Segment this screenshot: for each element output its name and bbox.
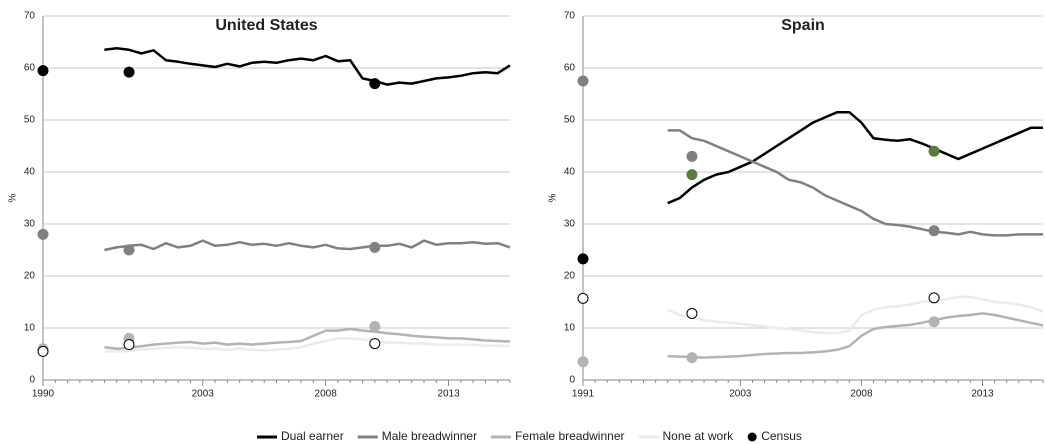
census-point	[928, 316, 940, 328]
series-line	[667, 110, 1043, 205]
census-point	[928, 145, 940, 157]
census-point	[577, 356, 589, 368]
y-tick-label: 60	[24, 63, 36, 74]
legend-label: None at work	[662, 429, 734, 443]
y-tick-label: 40	[24, 167, 36, 178]
y-tick-label: 70	[24, 11, 36, 22]
census-point	[37, 345, 49, 357]
x-tick-label: 2008	[315, 389, 338, 400]
census-point	[123, 339, 135, 351]
census-point	[37, 65, 49, 77]
census-point	[686, 352, 698, 364]
x-tick-label: 1990	[32, 389, 55, 400]
y-tick-label: 50	[24, 115, 36, 126]
y-tick-label: 30	[24, 219, 36, 230]
series-line	[667, 312, 1044, 359]
series-line	[104, 239, 511, 252]
y-tick-label: 60	[564, 63, 576, 74]
y-axis-label: %	[8, 193, 19, 202]
chart-title: Spain	[781, 17, 825, 34]
census-point	[577, 75, 589, 87]
legend-swatch	[747, 432, 757, 442]
census-point	[928, 292, 940, 304]
y-tick-label: 10	[564, 323, 576, 334]
census-point	[928, 225, 940, 237]
x-tick-label: 2008	[850, 389, 873, 400]
y-tick-label: 40	[564, 167, 576, 178]
series-line	[104, 46, 511, 86]
series-line	[667, 129, 1043, 237]
y-tick-label: 10	[24, 323, 36, 334]
series-line	[104, 337, 511, 353]
legend-label: Dual earner	[281, 429, 344, 443]
census-point	[369, 241, 381, 253]
x-tick-label: 2013	[437, 389, 460, 400]
y-tick-label: 0	[569, 375, 575, 386]
y-tick-label: 30	[564, 219, 576, 230]
census-point	[686, 307, 698, 319]
y-tick-label: 70	[564, 11, 576, 22]
x-tick-label: 2013	[971, 389, 994, 400]
census-point	[123, 244, 135, 256]
x-tick-label: 2003	[729, 389, 752, 400]
census-point	[369, 320, 381, 332]
census-point	[369, 78, 381, 90]
census-point	[686, 169, 698, 181]
legend-label: Male breadwinner	[382, 429, 477, 443]
series-line	[104, 327, 511, 351]
chart-title: United States	[215, 17, 317, 34]
census-point	[686, 150, 698, 162]
y-tick-label: 20	[564, 271, 576, 282]
legend-label: Female breadwinner	[515, 429, 624, 443]
legend-label: Census	[761, 429, 802, 443]
y-tick-label: 0	[29, 375, 35, 386]
legend: Dual earner Male breadwinner Female breadw…	[257, 429, 802, 443]
census-point	[369, 338, 381, 350]
y-tick-label: 50	[564, 115, 576, 126]
x-tick-label: 1991	[572, 389, 595, 400]
census-point	[577, 253, 589, 265]
census-point	[37, 228, 49, 240]
census-point	[577, 292, 589, 304]
y-axis-label: %	[548, 193, 559, 202]
x-tick-label: 2003	[192, 389, 215, 400]
series-line	[667, 295, 1044, 335]
y-tick-label: 20	[24, 271, 36, 282]
census-point	[123, 66, 135, 78]
